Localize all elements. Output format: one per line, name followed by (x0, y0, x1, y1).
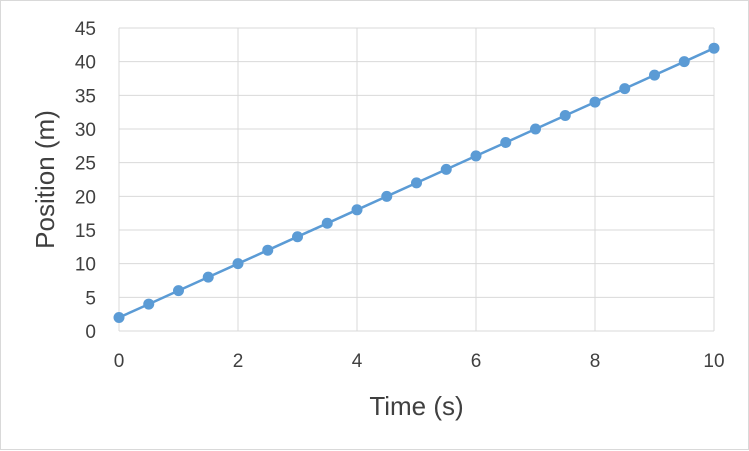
data-point (649, 69, 660, 81)
data-point (411, 177, 422, 189)
y-tick-label: 10 (75, 255, 96, 276)
data-point (202, 271, 214, 283)
x-tick-label: 6 (471, 351, 482, 372)
data-point (500, 136, 512, 148)
y-tick-label: 15 (75, 221, 96, 242)
data-point (678, 56, 690, 68)
data-point (173, 285, 184, 297)
x-tick-label: 10 (703, 351, 724, 372)
data-point (589, 96, 601, 108)
series-group (113, 42, 720, 324)
data-point (440, 163, 452, 175)
y-tick-label: 25 (75, 154, 96, 175)
y-axis-title: Position (m) (30, 110, 60, 249)
y-tick-label: 45 (75, 19, 96, 40)
data-point (262, 244, 274, 256)
x-tick-label: 2 (233, 351, 244, 372)
x-axis-tick-labels: 0 2 4 6 8 10 (114, 351, 725, 372)
y-tick-label: 0 (85, 322, 96, 343)
y-tick-label: 20 (75, 187, 96, 208)
data-point (530, 123, 541, 135)
y-tick-label: 30 (75, 120, 96, 141)
y-tick-label: 5 (85, 288, 96, 309)
data-point (292, 231, 303, 243)
y-tick-label: 35 (75, 86, 96, 107)
x-axis-title: Time (s) (369, 391, 463, 421)
y-tick-label: 40 (75, 53, 96, 74)
data-point (708, 42, 720, 54)
data-point (559, 110, 571, 122)
horizontal-gridlines (119, 27, 714, 332)
data-point (143, 298, 155, 310)
vertical-gridlines (118, 28, 715, 331)
data-point (619, 83, 631, 95)
data-point (470, 150, 482, 162)
data-point (381, 190, 393, 202)
data-point (321, 217, 333, 229)
data-point (351, 204, 363, 216)
data-point (232, 258, 244, 270)
data-point (113, 312, 125, 324)
x-tick-label: 4 (352, 351, 363, 372)
y-axis-tick-labels: 0 5 10 15 20 25 30 35 40 45 (75, 19, 96, 343)
x-tick-label: 0 (114, 351, 125, 372)
x-tick-label: 8 (590, 351, 601, 372)
